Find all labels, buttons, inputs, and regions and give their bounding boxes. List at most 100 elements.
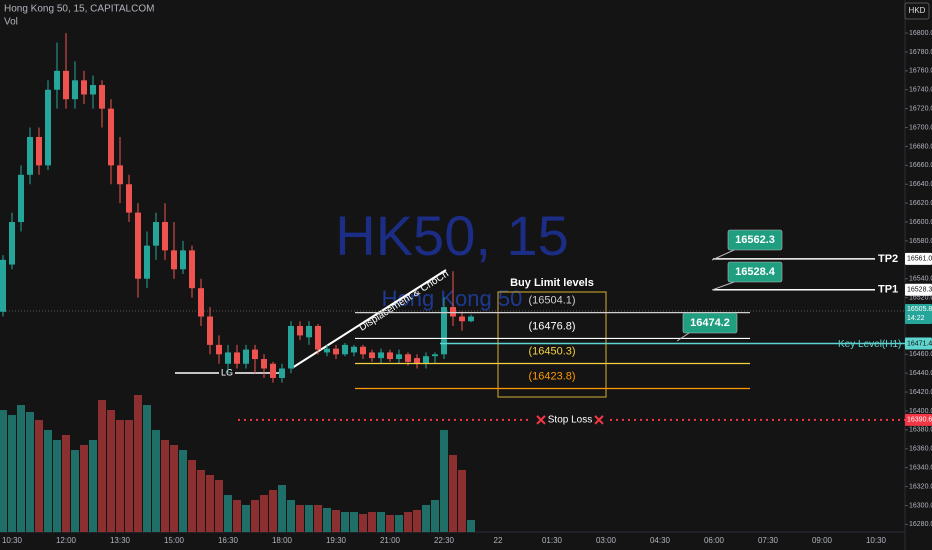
y-tick-label: 16280.0 — [909, 521, 932, 528]
callout-box — [727, 229, 783, 251]
volume-bar — [188, 460, 196, 532]
x-tick-label: 04:30 — [650, 536, 671, 545]
currency-box[interactable] — [904, 2, 930, 20]
candle-body — [441, 307, 447, 355]
callout-box — [727, 261, 783, 283]
volume-bar — [134, 395, 142, 532]
y-tick-label: 16600.0 — [909, 219, 932, 226]
volume-bar — [242, 505, 250, 532]
level-name: Stop Loss — [548, 415, 592, 426]
candle-body — [396, 354, 402, 360]
volume-bar — [350, 512, 358, 532]
candle-body — [432, 354, 438, 357]
volume-bar — [53, 440, 61, 532]
chart-title: Hong Kong 50, 15, CAPITALCOM — [4, 4, 154, 15]
volume-bar — [323, 508, 331, 532]
y-tick-label: 16740.0 — [909, 87, 932, 94]
price-tag-label: 16528.3 — [907, 287, 932, 294]
candle-body — [459, 316, 465, 322]
stop-icon — [536, 415, 546, 425]
candle-body — [342, 344, 348, 355]
candle-body — [153, 222, 159, 246]
y-tick-label: 16620.0 — [909, 200, 932, 207]
volume-bar — [386, 515, 394, 532]
candle-body — [216, 344, 222, 355]
x-tick-label: 07:30 — [758, 536, 779, 545]
y-tick-label: 16700.0 — [909, 124, 932, 131]
volume-bar — [422, 505, 430, 532]
candle-body — [369, 352, 375, 359]
candle-body — [405, 354, 411, 362]
volume-bar — [359, 514, 367, 532]
volume-bar — [449, 455, 457, 532]
y-tick-label: 16400.0 — [909, 408, 932, 415]
y-tick-label: 16520.0 — [909, 294, 932, 301]
candle-body — [36, 137, 42, 166]
callout-box — [682, 312, 738, 334]
y-tick-label: 16780.0 — [909, 49, 932, 56]
volume-bar — [395, 515, 403, 532]
x-tick-label: 09:00 — [812, 536, 833, 545]
x-tick-label: 01:30 — [542, 536, 563, 545]
volume-bar — [107, 410, 115, 532]
candle-body — [261, 359, 267, 369]
buy-limit-label: (16476.8) — [528, 320, 575, 332]
candle-body — [297, 325, 303, 336]
volume-bar — [125, 420, 133, 532]
price-tag-label: 16390.6 — [907, 417, 932, 424]
price-tag — [905, 283, 932, 296]
candle-body — [207, 316, 213, 345]
candle-body — [180, 250, 186, 270]
volume-bar — [305, 505, 313, 532]
candle-body — [288, 325, 294, 369]
y-tick-label: 16760.0 — [909, 68, 932, 75]
volume-bar — [215, 480, 223, 532]
volume-bar — [170, 445, 178, 532]
candle-body — [225, 352, 231, 364]
volume-bar — [206, 475, 214, 532]
volume-bar — [251, 500, 259, 532]
candle-body — [279, 368, 285, 378]
x-tick-label: 13:30 — [110, 536, 131, 545]
buy-limit-box — [497, 291, 607, 398]
volume-bar — [368, 512, 376, 532]
volume-bar — [467, 520, 475, 532]
x-tick-label: 21:00 — [380, 536, 401, 545]
candle-body — [144, 245, 150, 279]
candle-body — [414, 358, 420, 364]
volume-bar — [161, 440, 169, 532]
candle-body — [81, 80, 87, 95]
x-tick-label: 03:00 — [596, 536, 617, 545]
volume-bar — [278, 485, 286, 532]
x-tick-label: 19:30 — [326, 536, 347, 545]
volume-bar — [341, 512, 349, 532]
y-tick-label: 16720.0 — [909, 105, 932, 112]
last-price-label: 16505.8 — [907, 306, 932, 313]
lg-label: LG — [221, 367, 233, 377]
volume-bar — [440, 430, 448, 532]
volume-bar — [35, 420, 43, 532]
volume-bar — [233, 500, 241, 532]
y-tick-label: 16300.0 — [909, 502, 932, 509]
countdown-label: 14:22 — [907, 315, 925, 322]
candle-body — [234, 352, 240, 364]
volume-bar — [17, 405, 25, 532]
level-label-bg — [530, 411, 610, 428]
volume-bar — [431, 500, 439, 532]
candle-body — [252, 349, 258, 360]
callout-connector — [711, 281, 735, 291]
candle-body — [18, 174, 24, 223]
candle-body — [45, 89, 51, 166]
volume-bar — [413, 510, 421, 532]
currency[interactable]: HKD — [909, 6, 926, 15]
candle-body — [243, 349, 249, 364]
volume-bar — [26, 412, 34, 532]
volume-bar — [224, 495, 232, 532]
volume-bar — [287, 500, 295, 532]
last-price-tag — [905, 304, 932, 325]
y-tick-label: 16360.0 — [909, 446, 932, 453]
candle-body — [351, 346, 357, 353]
level-name: TP2 — [878, 253, 898, 265]
x-tick-label: 10:30 — [866, 536, 887, 545]
